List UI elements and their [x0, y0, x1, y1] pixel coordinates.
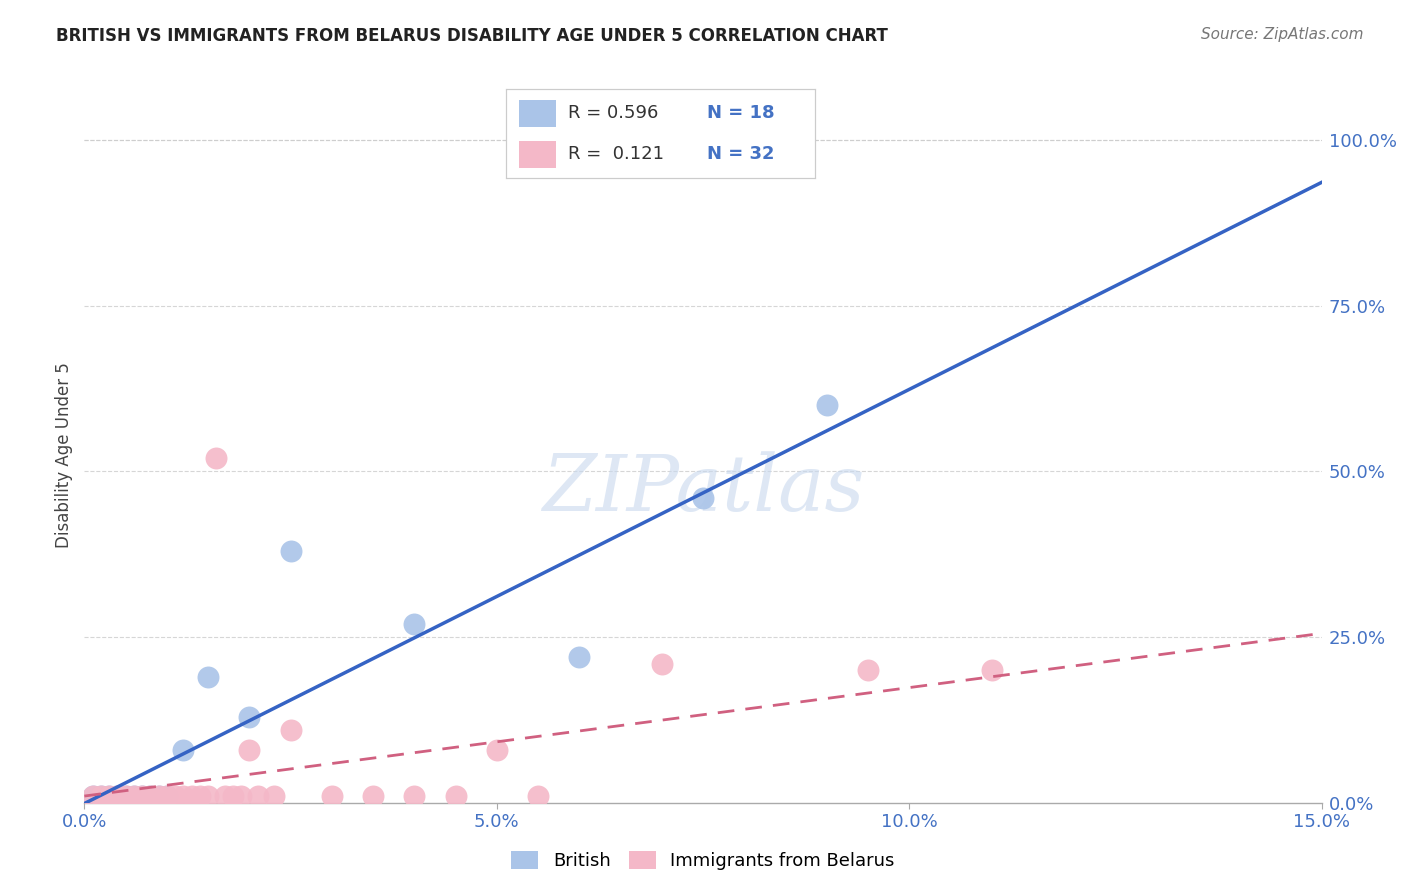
Point [238, 709, 260, 723]
Point [361, 789, 384, 804]
Legend: British, Immigrants from Belarus: British, Immigrants from Belarus [505, 844, 901, 877]
Point [156, 789, 179, 804]
Point [98, 789, 121, 804]
Y-axis label: Disability Age Under 5: Disability Age Under 5 [55, 362, 73, 548]
Point [444, 789, 467, 804]
Text: ZIPatlas: ZIPatlas [541, 451, 865, 528]
Point [980, 663, 1002, 677]
Point [214, 789, 236, 804]
Point [180, 789, 202, 804]
Point [90, 789, 112, 804]
Point [172, 789, 194, 804]
Point [188, 789, 211, 804]
Point [321, 789, 343, 804]
Text: R = 0.596: R = 0.596 [568, 104, 658, 122]
Point [280, 544, 302, 558]
Point [82, 789, 104, 804]
Point [172, 743, 194, 757]
Point [280, 723, 302, 737]
Point [651, 657, 673, 671]
Point [197, 789, 219, 804]
Point [148, 789, 170, 804]
Point [815, 398, 838, 412]
Point [222, 789, 245, 804]
Point [98, 789, 121, 804]
Point [229, 789, 252, 804]
Point [568, 650, 591, 665]
Point [122, 789, 145, 804]
Point [205, 451, 228, 466]
Point [114, 789, 136, 804]
Point [105, 789, 128, 804]
Point [404, 789, 426, 804]
Point [197, 670, 219, 684]
Point [131, 789, 153, 804]
Point [692, 491, 714, 505]
Point [485, 743, 508, 757]
Text: N = 18: N = 18 [707, 104, 775, 122]
Point [114, 789, 136, 804]
Point [246, 789, 269, 804]
Text: BRITISH VS IMMIGRANTS FROM BELARUS DISABILITY AGE UNDER 5 CORRELATION CHART: BRITISH VS IMMIGRANTS FROM BELARUS DISAB… [56, 27, 889, 45]
Text: R =  0.121: R = 0.121 [568, 145, 664, 163]
Point [131, 789, 153, 804]
Point [856, 663, 879, 677]
Text: N = 32: N = 32 [707, 145, 775, 163]
Point [82, 789, 104, 804]
Point [263, 789, 285, 804]
Point [105, 789, 128, 804]
Point [404, 616, 426, 631]
Text: Source: ZipAtlas.com: Source: ZipAtlas.com [1201, 27, 1364, 42]
Point [139, 789, 162, 804]
Point [238, 743, 260, 757]
Point [122, 789, 145, 804]
Point [165, 789, 187, 804]
Point [156, 789, 179, 804]
FancyBboxPatch shape [519, 100, 555, 127]
Point [148, 789, 170, 804]
Point [527, 789, 550, 804]
Point [90, 789, 112, 804]
FancyBboxPatch shape [519, 141, 555, 168]
Point [139, 789, 162, 804]
